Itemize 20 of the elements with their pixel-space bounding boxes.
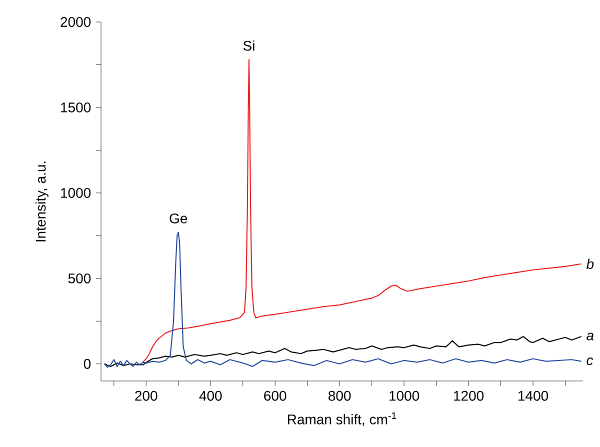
y-tick-label: 2000 xyxy=(60,17,91,27)
x-axis-title: Raman shift, cm$^{-1}$ xyxy=(288,412,396,426)
x-tick-label: 600 xyxy=(264,390,286,401)
series-label: c xyxy=(586,357,594,366)
series-label: a xyxy=(586,332,594,340)
x-tick-label: 1000 xyxy=(390,390,420,401)
y-axis-title: Intensity, a.u. xyxy=(35,162,48,242)
y-tick-label: 0 xyxy=(84,358,91,369)
y-tick-label: 1000 xyxy=(61,188,91,198)
x-tick-label: 200 xyxy=(135,390,158,401)
x-tick-label: 1200 xyxy=(454,390,484,401)
annotation: Ge xyxy=(170,213,188,224)
x-tick-label: 400 xyxy=(199,390,222,401)
y-tick-label: 500 xyxy=(68,273,91,284)
x-tick-label: 1400 xyxy=(518,390,548,401)
y-tick-label: 1500 xyxy=(61,102,91,112)
series-label: b xyxy=(586,258,594,270)
x-tick-label: 800 xyxy=(328,390,351,401)
annotation: Si xyxy=(243,40,254,51)
line-series xyxy=(104,336,582,368)
